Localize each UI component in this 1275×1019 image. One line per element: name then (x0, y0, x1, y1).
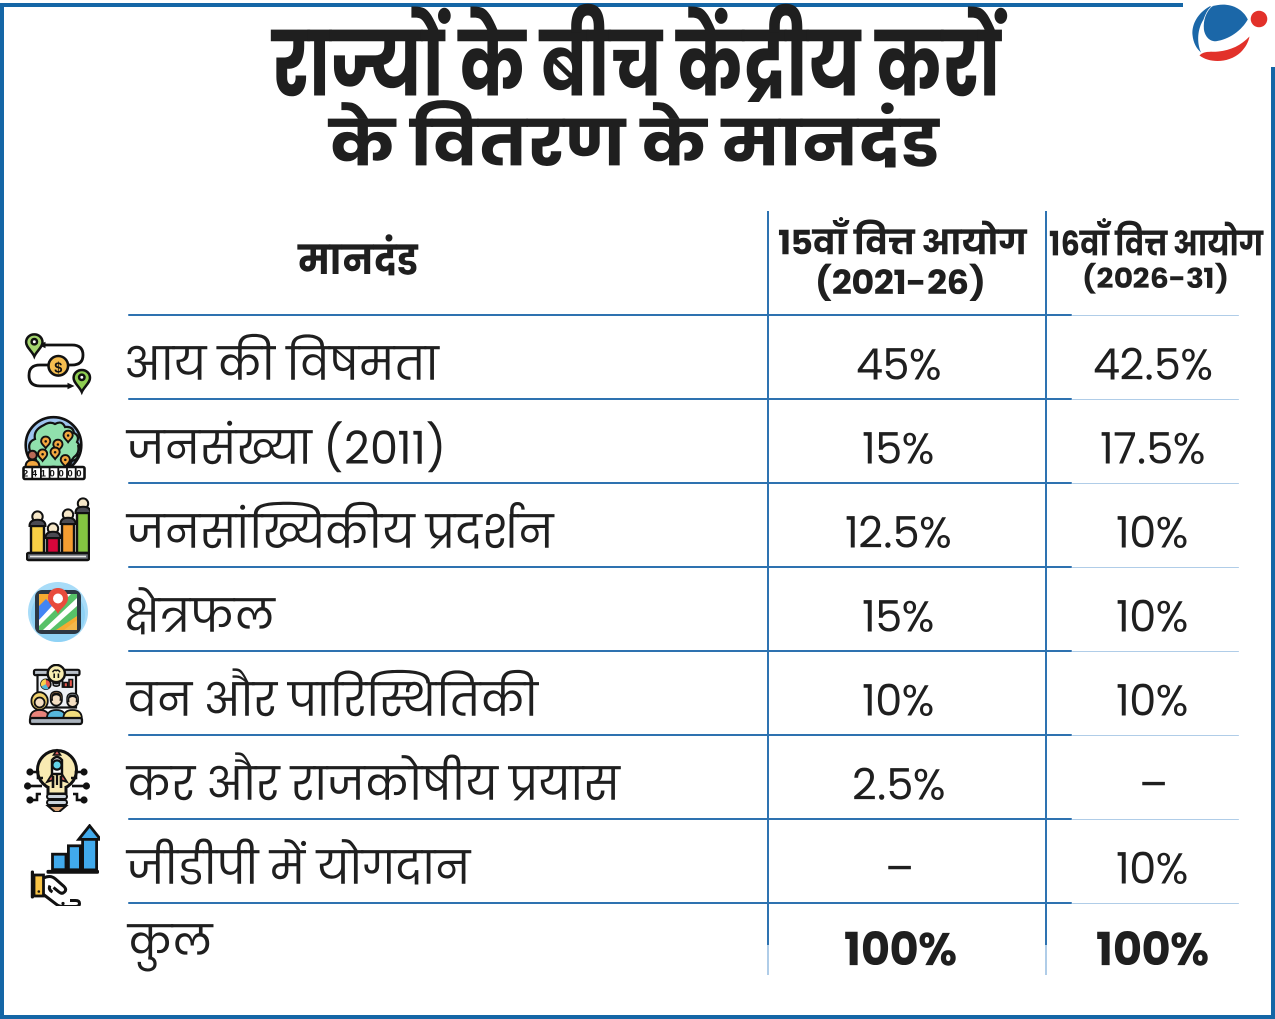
svg-text:$: $ (54, 360, 62, 376)
svg-text:2410000: 2410000 (23, 469, 85, 480)
